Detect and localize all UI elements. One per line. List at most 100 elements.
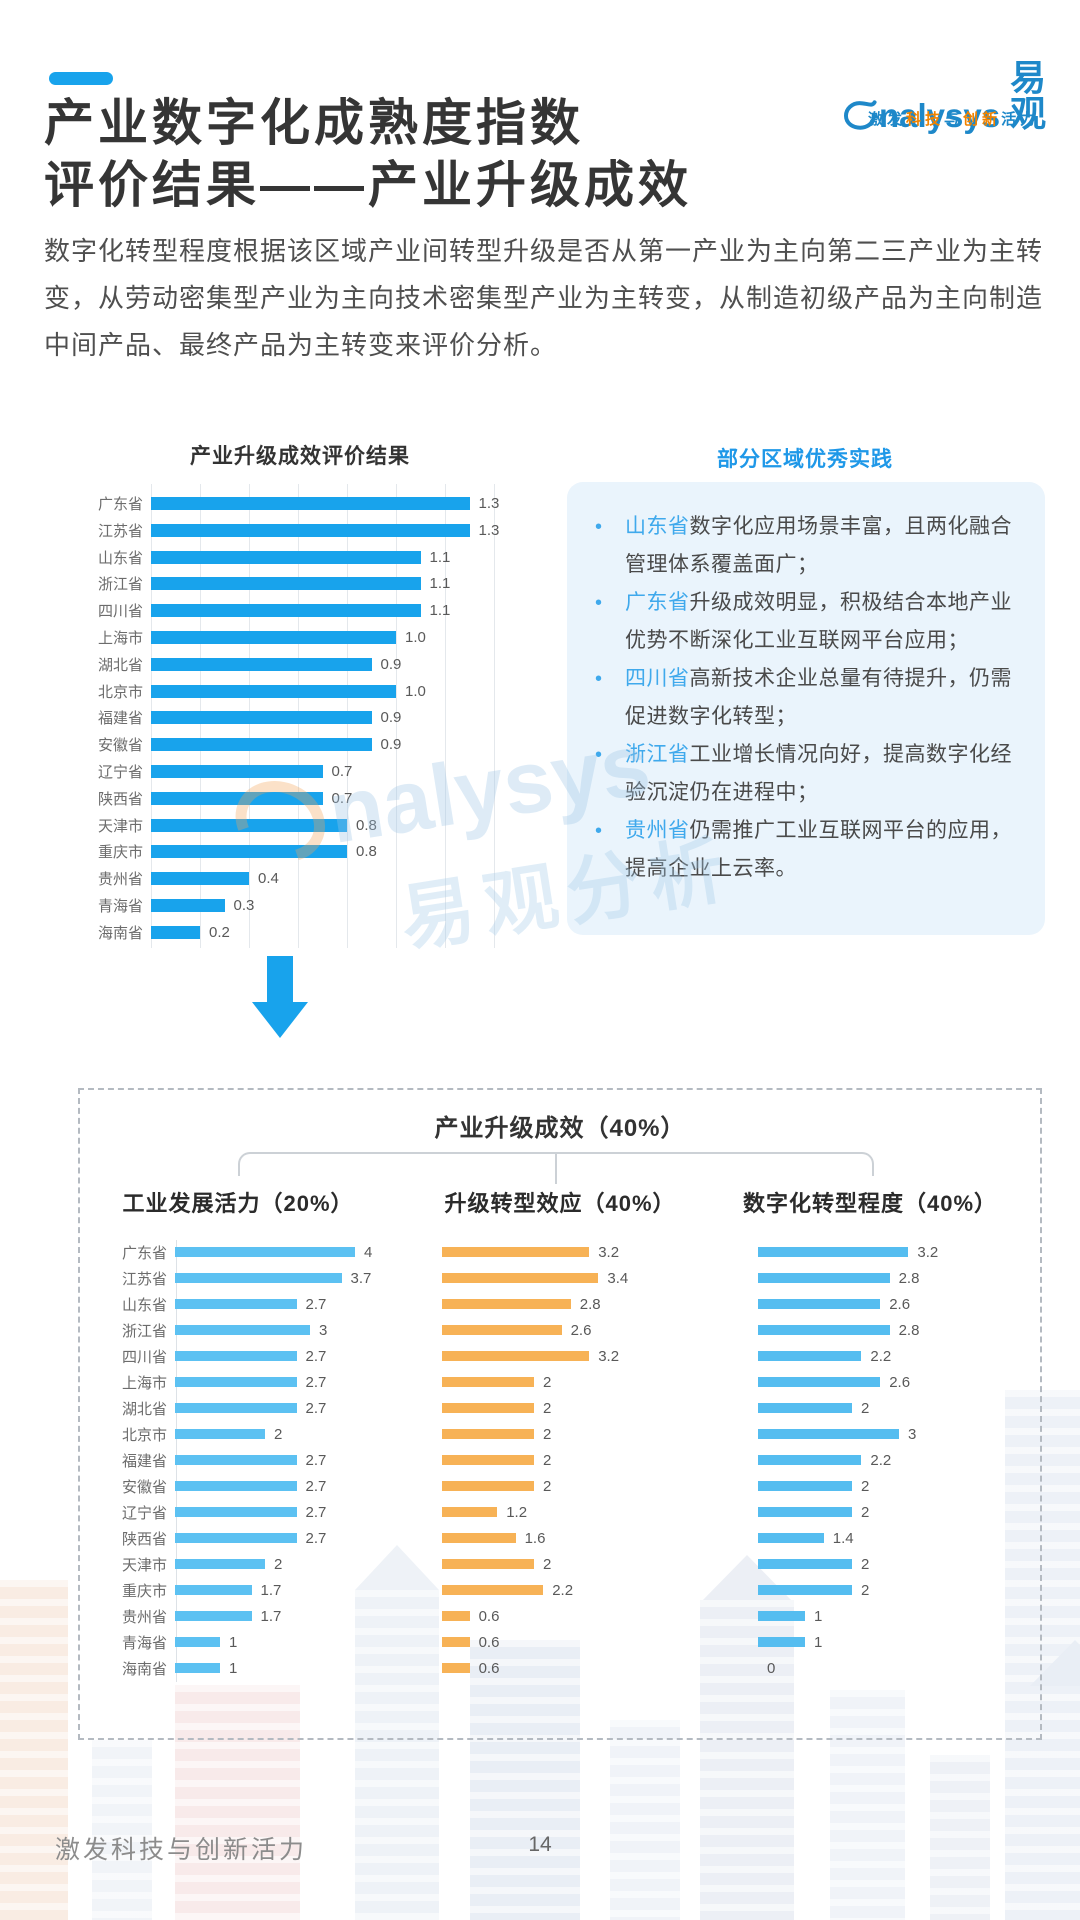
bullet-icon: • — [595, 516, 603, 538]
value-label: 0.8 — [356, 816, 377, 834]
bar-row: 3.2 — [442, 1239, 619, 1265]
bar — [758, 1299, 881, 1309]
practice-province-highlight: 广东省 — [625, 591, 690, 614]
digitalization-chart: 3.2 2.8 2.6 2.8 2.2 2.6 2 3 2.2 2 2 1.4 2 2 1 1 0 — [758, 1239, 1048, 1689]
bullet-icon: • — [595, 744, 603, 766]
bar-row: 福建省 0.9 — [85, 704, 401, 731]
evaluation-chart-title: 产业升级成效评价结果 — [190, 445, 410, 468]
breakdown-bracket-stem — [555, 1152, 557, 1184]
bar — [442, 1247, 590, 1257]
bar — [151, 899, 225, 912]
bar — [442, 1559, 534, 1569]
value-label: 0.6 — [478, 1633, 500, 1651]
bar — [175, 1663, 220, 1673]
bar — [442, 1299, 571, 1309]
value-label: 2.7 — [305, 1347, 327, 1365]
value-label: 1 — [814, 1633, 823, 1651]
bar-row: 江苏省 1.3 — [85, 517, 499, 544]
bar — [151, 657, 372, 671]
bar-row: 0.6 — [442, 1655, 499, 1681]
practice-text: 贵州省仍需推广工业互联网平台的应用，提高企业上云率。 — [625, 819, 1012, 880]
value-label: 2.6 — [889, 1295, 911, 1313]
bar-row: 山东省 2.7 — [95, 1291, 326, 1317]
intro-paragraph: 数字化转型程度根据该区域产业间转型升级是否从第一产业为主向第二三产业为主转变，从… — [44, 236, 1044, 360]
category-label: 青海省 — [97, 898, 143, 915]
bar-row: 海南省 1 — [95, 1655, 237, 1681]
logo-text-cn: 易观 — [1010, 57, 1053, 134]
bar-row: 1.4 — [758, 1525, 854, 1551]
bar — [175, 1585, 252, 1595]
category-label: 安徽省 — [97, 737, 143, 755]
value-label: 2 — [861, 1555, 870, 1573]
logo-tagline-segment: 科技 — [906, 111, 945, 128]
value-label: 2 — [543, 1451, 552, 1469]
bar-row: 2 — [758, 1395, 869, 1421]
bar-row: 2.2 — [758, 1447, 891, 1473]
bar — [151, 523, 470, 537]
practice-item: • 山东省数字化应用场景丰富，且两化融合管理体系覆盖面广； — [595, 508, 1021, 584]
bar — [175, 1455, 297, 1465]
category-label: 北京市 — [121, 1426, 167, 1444]
bar-row: 2 — [758, 1499, 869, 1525]
value-label: 0.6 — [478, 1659, 500, 1677]
bar — [175, 1403, 297, 1413]
bar — [758, 1325, 890, 1335]
column-title-vitality: 工业发展活力（20%） — [122, 1191, 354, 1216]
value-label: 1.7 — [260, 1581, 282, 1599]
bar-row: 贵州省 1.7 — [95, 1603, 281, 1629]
category-label: 陕西省 — [121, 1530, 167, 1548]
page-number: 14 — [528, 1833, 552, 1856]
bar-row: 四川省 2.7 — [95, 1343, 326, 1369]
bar-row: 2 — [442, 1421, 551, 1447]
title-accent-dash — [49, 72, 113, 85]
category-label: 山东省 — [121, 1296, 167, 1314]
bar — [151, 684, 396, 698]
bar — [175, 1611, 252, 1621]
value-label: 1 — [814, 1607, 823, 1625]
bar — [151, 925, 200, 939]
bar-row: 上海市 1.0 — [85, 624, 426, 651]
value-label: 2 — [543, 1425, 552, 1443]
bar — [442, 1507, 498, 1517]
bar — [442, 1325, 562, 1335]
category-label: 青海省 — [121, 1634, 167, 1652]
bar-row: 辽宁省 2.7 — [95, 1499, 326, 1525]
category-label: 湖北省 — [121, 1400, 167, 1418]
bar-row: 青海省 1 — [95, 1629, 237, 1655]
bullet-icon: • — [595, 668, 603, 690]
bar-row: 福建省 2.7 — [95, 1447, 326, 1473]
bar-row: 辽宁省 0.7 — [85, 758, 352, 785]
value-label: 2.6 — [889, 1373, 911, 1391]
value-label: 0.9 — [380, 655, 402, 673]
practice-item: • 四川省高新技术企业总量有待提升，仍需促进数字化转型； — [595, 660, 1021, 736]
transformation-chart: 3.2 3.4 2.8 2.6 3.2 2 2 2 2 2 1.2 1.6 2 2.2 0.6 0.6 0.6 — [442, 1239, 722, 1689]
category-label: 江苏省 — [97, 522, 143, 540]
value-label: 1.0 — [405, 682, 426, 700]
value-label: 1.6 — [524, 1529, 546, 1547]
value-label: 0.6 — [478, 1607, 500, 1625]
category-label: 辽宁省 — [97, 764, 143, 781]
value-label: 1.3 — [478, 495, 500, 512]
value-label: 3 — [319, 1321, 328, 1339]
bar — [442, 1585, 544, 1595]
bar-row: 湖北省 2.7 — [95, 1395, 326, 1421]
value-label: 1.0 — [405, 629, 426, 646]
practice-item: • 广东省升级成效明显，积极结合本地产业优势不断深化工业互联网平台应用； — [595, 584, 1021, 660]
bar — [151, 791, 323, 805]
value-label: 2.2 — [870, 1451, 892, 1469]
bar-row: 1.6 — [442, 1525, 545, 1551]
bar — [442, 1611, 470, 1621]
bar — [175, 1299, 297, 1309]
bar-row: 广东省 1.3 — [85, 490, 499, 517]
bar-row: 2.6 — [758, 1369, 910, 1395]
logo-tagline-segment: 创新 — [963, 111, 1002, 128]
value-label: 2.7 — [305, 1451, 327, 1469]
category-label: 海南省 — [121, 1660, 167, 1678]
column-title-digitalization: 数字化转型程度（40%） — [742, 1191, 998, 1216]
bar-row: 天津市 0.8 — [85, 812, 377, 839]
value-label: 0.7 — [331, 763, 353, 780]
bar — [151, 550, 421, 564]
category-label: 广东省 — [121, 1244, 167, 1262]
bar-row: 2.6 — [758, 1291, 910, 1317]
analysys-logo: nalysys 易观 — [842, 60, 1080, 132]
